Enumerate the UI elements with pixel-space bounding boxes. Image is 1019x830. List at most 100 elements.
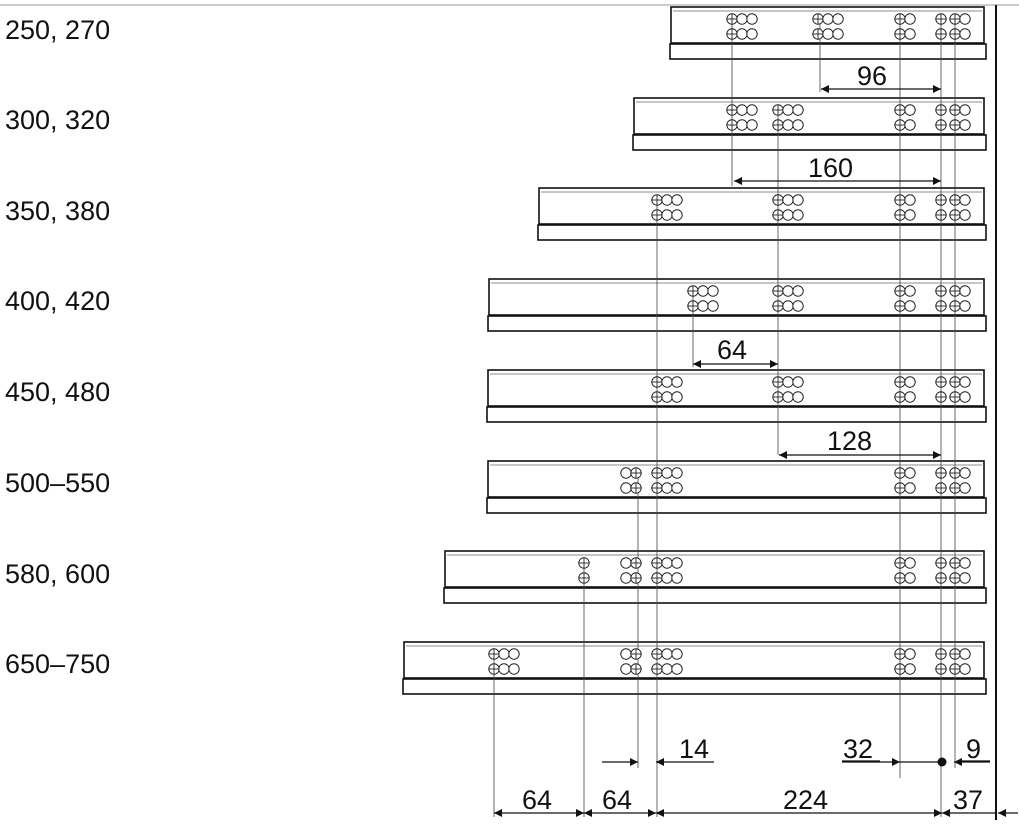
hole-round	[782, 300, 794, 312]
hole-round	[792, 209, 804, 221]
hole-cluster-row	[726, 104, 971, 131]
dim-label-32: 32	[843, 734, 873, 764]
hole-round	[671, 663, 683, 675]
hole-round	[792, 391, 804, 403]
hole-round	[904, 209, 916, 221]
rail-body	[444, 550, 985, 588]
hole-round	[671, 209, 683, 221]
row-label: 250, 270	[5, 15, 110, 45]
hole-round	[904, 572, 916, 584]
hole-round	[904, 285, 916, 297]
hole-round	[904, 663, 916, 675]
rail-lower-member	[402, 678, 987, 695]
rail-lower-member	[632, 134, 987, 151]
dim-label-64: 64	[717, 335, 747, 365]
hole-round	[782, 285, 794, 297]
hole-round	[782, 194, 794, 206]
rail-lower-member	[486, 497, 987, 514]
hole-round	[792, 285, 804, 297]
row-label: 650–750	[5, 649, 110, 679]
hole-cluster-row	[620, 467, 971, 494]
hole-cluster-row	[726, 13, 971, 40]
hole-group	[488, 13, 971, 675]
hole-round	[832, 13, 844, 25]
row-label: 350, 380	[5, 196, 110, 226]
hole-cluster-row	[578, 557, 971, 584]
hole-round	[620, 572, 632, 584]
hole-round	[661, 482, 673, 494]
hole-round	[822, 13, 834, 25]
dim-label-37: 37	[953, 785, 983, 815]
dim-label-64-a: 64	[522, 785, 552, 815]
hole-round	[661, 467, 673, 479]
hole-round	[792, 104, 804, 116]
hole-round	[959, 376, 971, 388]
hole-round	[697, 300, 709, 312]
hole-cluster-row	[651, 376, 971, 403]
rail-lower-member	[443, 587, 987, 604]
hole-round	[746, 28, 758, 40]
hole-round	[620, 648, 632, 660]
dim-label-224: 224	[783, 785, 828, 815]
hole-round	[792, 194, 804, 206]
hole-round	[671, 376, 683, 388]
hole-round	[959, 557, 971, 569]
hole-round	[661, 391, 673, 403]
hole-round	[782, 376, 794, 388]
dim-label-64-b: 64	[602, 785, 632, 815]
hole-round	[782, 209, 794, 221]
rail-lower-member	[486, 406, 987, 423]
hole-round	[671, 391, 683, 403]
hole-round	[792, 376, 804, 388]
hole-round	[959, 391, 971, 403]
hole-round	[620, 482, 632, 494]
hole-round	[904, 28, 916, 40]
dim-label-9: 9	[966, 734, 981, 764]
hole-round	[782, 119, 794, 131]
hole-round	[832, 28, 844, 40]
rail-body	[538, 187, 985, 225]
dim-label-14: 14	[679, 734, 709, 764]
hole-round	[736, 28, 748, 40]
drawer-slide-rail	[669, 6, 987, 60]
hole-round	[661, 648, 673, 660]
hole-round	[959, 648, 971, 660]
hole-round	[620, 467, 632, 479]
hole-cluster-row	[651, 194, 971, 221]
hole-round	[661, 557, 673, 569]
hole-round	[959, 209, 971, 221]
hole-round	[959, 482, 971, 494]
row-label: 500–550	[5, 468, 110, 498]
hole-round	[904, 376, 916, 388]
hole-round	[671, 648, 683, 660]
hole-round	[904, 119, 916, 131]
hole-round	[792, 119, 804, 131]
hole-round	[959, 13, 971, 25]
hole-round	[498, 648, 510, 660]
row-label: 300, 320	[5, 105, 110, 135]
hole-round	[736, 104, 748, 116]
dim-label-96: 96	[857, 61, 887, 91]
hole-round	[671, 467, 683, 479]
reference-point-dot	[937, 757, 947, 767]
drawer-slide-rail	[443, 550, 987, 604]
hole-round	[671, 557, 683, 569]
hole-round	[904, 194, 916, 206]
rail-group	[402, 6, 987, 695]
hole-round	[508, 648, 520, 660]
hole-round	[661, 572, 673, 584]
hole-round	[959, 28, 971, 40]
dim-label-160: 160	[808, 153, 853, 183]
row-label: 580, 600	[5, 559, 110, 589]
hole-round	[746, 13, 758, 25]
rail-lower-member	[487, 315, 987, 332]
hole-round	[746, 119, 758, 131]
hole-round	[671, 572, 683, 584]
hole-round	[661, 376, 673, 388]
hole-round	[782, 391, 794, 403]
row-label: 450, 480	[5, 377, 110, 407]
hole-round	[904, 557, 916, 569]
row-label: 400, 420	[5, 286, 110, 316]
hole-round	[736, 13, 748, 25]
